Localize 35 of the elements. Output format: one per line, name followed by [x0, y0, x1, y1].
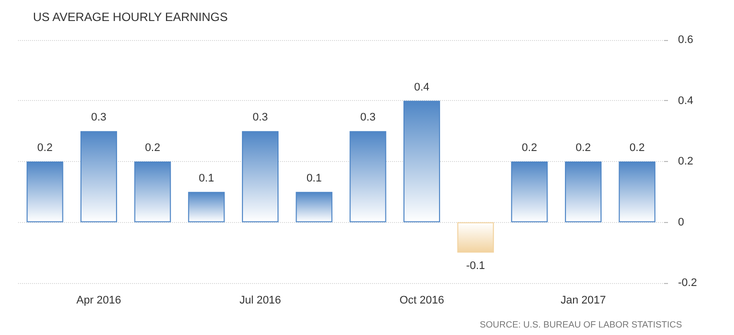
- data-label: 0.4: [414, 81, 430, 94]
- data-label: 0.2: [144, 142, 160, 154]
- data-label: 0.2: [629, 142, 645, 154]
- bar: [618, 162, 656, 222]
- x-tick-label: Jul 2016: [239, 294, 282, 306]
- bar: [80, 131, 118, 222]
- data-label: -0.1: [466, 260, 486, 272]
- bar: [457, 222, 494, 253]
- x-tick-label: Apr 2016: [76, 294, 122, 306]
- data-label: 0.3: [360, 112, 376, 124]
- y-tick-label: -0.2: [678, 277, 697, 289]
- y-tick-label: 0: [678, 216, 684, 228]
- x-tick-label: Jan 2017: [560, 294, 606, 306]
- source-note: SOURCE: U.S. BUREAU OF LABOR STATISTICS: [480, 320, 682, 330]
- bar: [403, 100, 440, 222]
- data-label: 0.1: [198, 172, 214, 184]
- bar: [26, 162, 64, 222]
- data-label: 0.2: [522, 142, 538, 154]
- x-tick-label: Oct 2016: [399, 294, 444, 306]
- bar: [134, 162, 171, 222]
- bar: [564, 162, 602, 222]
- y-tick-label: 0.6: [678, 34, 694, 46]
- bar: [350, 131, 386, 222]
- y-tick-label: 0.4: [678, 94, 694, 107]
- bar: [188, 192, 225, 222]
- data-label: 0.3: [91, 112, 106, 124]
- bar: [511, 162, 548, 222]
- chart-title: US AVERAGE HOURLY EARNINGS: [33, 10, 228, 24]
- data-label: 0.2: [576, 142, 591, 154]
- data-label: 0.1: [306, 172, 322, 184]
- data-label: 0.3: [252, 112, 268, 124]
- bar: [242, 131, 279, 222]
- bar: [296, 192, 332, 222]
- data-label: 0.2: [37, 142, 53, 154]
- y-tick-label: 0.2: [678, 156, 694, 168]
